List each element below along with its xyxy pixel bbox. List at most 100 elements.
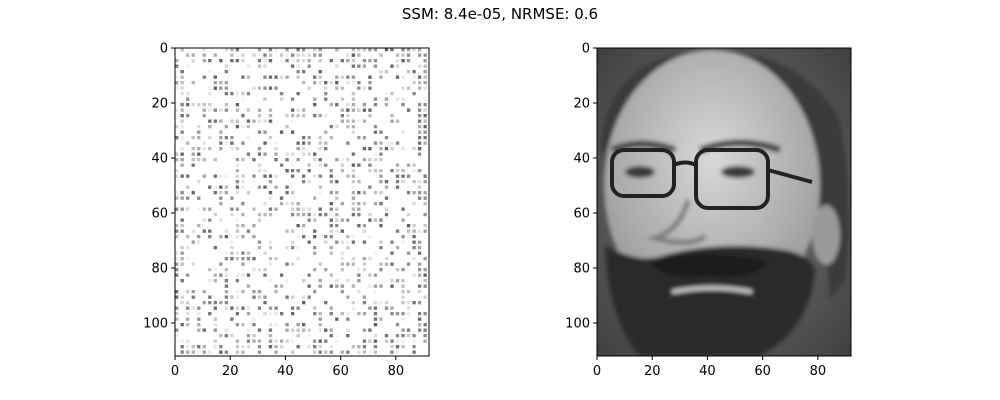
noise-pixel (235, 119, 240, 123)
noise-pixel (268, 59, 273, 63)
noise-pixel (390, 284, 394, 288)
noise-pixel (373, 48, 378, 52)
noise-pixel (401, 339, 405, 343)
noise-pixel (235, 92, 240, 96)
noise-pixel (335, 317, 339, 321)
noise-pixel (423, 64, 427, 68)
noise-pixel (241, 290, 245, 294)
noise-pixel (395, 75, 400, 79)
noise-pixel (368, 48, 372, 52)
noise-pixel (235, 59, 240, 63)
noise-pixel (346, 75, 350, 79)
noise-pixel (241, 92, 245, 96)
noise-pixel (324, 70, 328, 74)
noise-pixel (362, 108, 367, 112)
noise-pixel (230, 295, 234, 299)
noise-pixel (423, 257, 427, 261)
right-y-tick-label: 20 (573, 97, 590, 112)
noise-pixel (202, 59, 206, 63)
noise-pixel (324, 86, 328, 90)
noise-pixel (346, 158, 350, 162)
noise-pixel (368, 86, 372, 90)
noise-pixel (296, 114, 300, 118)
noise-pixel (373, 191, 378, 195)
noise-pixel (302, 152, 306, 156)
noise-pixel (285, 114, 289, 118)
left-x-tick-label: 20 (222, 364, 239, 379)
noise-pixel (175, 75, 179, 79)
noise-pixel (175, 108, 179, 112)
noise-pixel (329, 306, 333, 310)
noise-pixel (296, 323, 300, 327)
noise-pixel (346, 103, 350, 107)
noise-pixel (246, 64, 251, 68)
noise-pixel (279, 97, 284, 101)
noise-pixel (268, 323, 273, 327)
noise-pixel (290, 119, 295, 123)
noise-pixel (219, 350, 223, 354)
noise-pixel (307, 48, 311, 52)
noise-pixel (395, 323, 400, 327)
noise-pixel (274, 48, 278, 52)
noise-pixel (351, 64, 356, 68)
noise-pixel (324, 328, 328, 332)
noise-pixel (346, 262, 350, 266)
noise-pixel (313, 152, 317, 156)
noise-pixel (307, 86, 311, 90)
noise-pixel (417, 108, 422, 112)
noise-pixel (395, 345, 400, 349)
noise-pixel (346, 141, 350, 145)
noise-pixel (390, 251, 394, 255)
noise-pixel (175, 306, 179, 310)
noise-pixel (186, 235, 190, 239)
noise-pixel (357, 108, 361, 112)
noise-pixel (246, 191, 251, 195)
noise-pixel (401, 169, 405, 173)
noise-pixel (324, 114, 328, 118)
noise-pixel (318, 284, 322, 288)
noise-pixel (285, 246, 289, 250)
noise-pixel (417, 317, 422, 321)
noise-pixel (246, 125, 251, 129)
noise-pixel (313, 251, 317, 255)
noise-pixel (324, 350, 328, 354)
noise-pixel (362, 328, 367, 332)
noise-pixel (296, 224, 300, 228)
noise-pixel (202, 103, 206, 107)
noise-pixel (362, 48, 367, 52)
noise-pixel (313, 75, 317, 79)
noise-pixel (417, 81, 422, 85)
noise-pixel (235, 295, 240, 299)
noise-pixel (406, 290, 411, 294)
noise-pixel (351, 262, 356, 266)
noise-pixel (417, 147, 422, 151)
noise-pixel (384, 92, 389, 96)
noise-pixel (224, 81, 229, 85)
noise-pixel (313, 218, 317, 222)
noise-pixel (401, 317, 405, 321)
noise-pixel (224, 191, 229, 195)
noise-pixel (296, 53, 300, 57)
noise-pixel (357, 191, 361, 195)
noise-pixel (368, 81, 372, 85)
noise-pixel (191, 295, 195, 299)
noise-pixel (401, 301, 405, 305)
noise-pixel (296, 328, 300, 332)
noise-pixel (285, 323, 289, 327)
noise-pixel (340, 119, 344, 123)
noise-pixel (175, 273, 179, 277)
noise-pixel (219, 81, 223, 85)
noise-pixel (324, 163, 328, 167)
noise-pixel (368, 339, 372, 343)
noise-pixel (335, 86, 339, 90)
noise-pixel (335, 196, 339, 200)
noise-pixel (246, 284, 251, 288)
noise-pixel (423, 75, 427, 79)
noise-pixel (406, 174, 411, 178)
noise-pixel (401, 345, 405, 349)
noise-pixel (346, 246, 350, 250)
noise-pixel (279, 345, 284, 349)
noise-pixel (406, 262, 411, 266)
noise-pixel (241, 257, 245, 261)
noise-pixel (401, 180, 405, 184)
